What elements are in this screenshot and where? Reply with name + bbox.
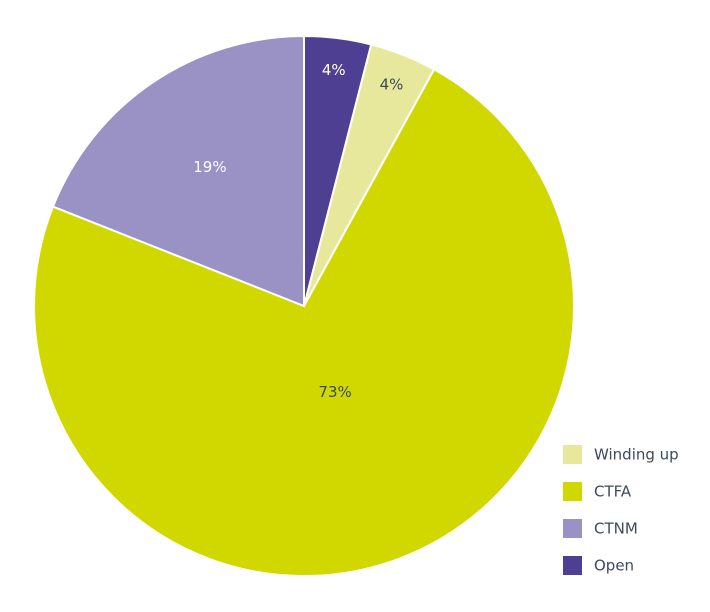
pie-slice xyxy=(303,34,373,307)
legend-swatch xyxy=(563,556,582,575)
legend-label: Winding up xyxy=(594,446,679,464)
data-label: 19% xyxy=(193,158,226,176)
data-label: 4% xyxy=(322,61,346,79)
legend-label: Open xyxy=(594,557,634,575)
legend-swatch xyxy=(563,519,582,538)
pie-slice xyxy=(51,34,305,308)
pie-slice xyxy=(33,68,575,577)
data-label: 73% xyxy=(318,383,351,401)
data-label: 4% xyxy=(380,76,404,94)
legend-label: CTNM xyxy=(594,520,638,538)
legend-swatch xyxy=(563,445,582,464)
legend-swatch xyxy=(563,482,582,501)
legend-label: CTFA xyxy=(594,483,632,501)
